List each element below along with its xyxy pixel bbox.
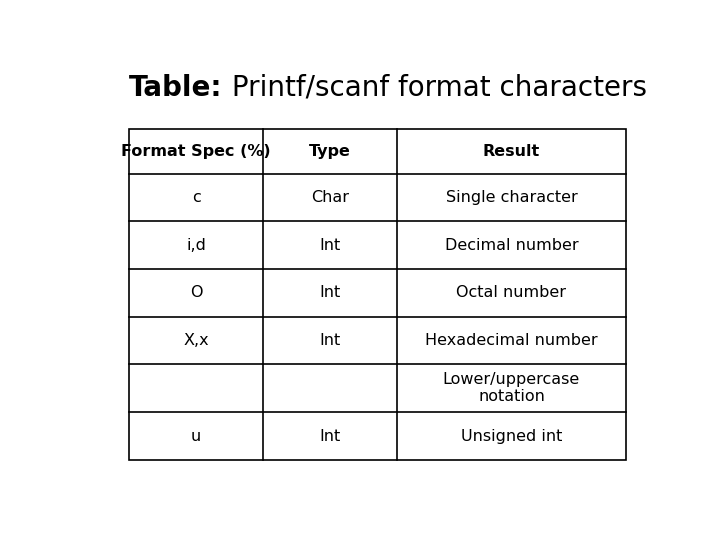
Text: Hexadecimal number: Hexadecimal number — [425, 333, 598, 348]
Text: Single character: Single character — [446, 190, 577, 205]
Text: Lower/uppercase
notation: Lower/uppercase notation — [443, 372, 580, 404]
Text: Int: Int — [320, 285, 341, 300]
Text: Table:: Table: — [129, 73, 222, 102]
Text: Char: Char — [311, 190, 349, 205]
Text: Int: Int — [320, 333, 341, 348]
Text: Type: Type — [310, 144, 351, 159]
Text: Int: Int — [320, 429, 341, 443]
Text: X,x: X,x — [184, 333, 209, 348]
Text: u: u — [191, 429, 201, 443]
Text: O: O — [190, 285, 202, 300]
Text: c: c — [192, 190, 200, 205]
Text: Unsigned int: Unsigned int — [461, 429, 562, 443]
Text: Result: Result — [483, 144, 540, 159]
Text: Format Spec (%): Format Spec (%) — [121, 144, 271, 159]
Text: Printf/scanf format characters: Printf/scanf format characters — [222, 73, 647, 102]
Text: Octal number: Octal number — [456, 285, 567, 300]
Text: i,d: i,d — [186, 238, 206, 253]
Text: Int: Int — [320, 238, 341, 253]
Bar — [129, 129, 626, 460]
Text: Decimal number: Decimal number — [445, 238, 578, 253]
